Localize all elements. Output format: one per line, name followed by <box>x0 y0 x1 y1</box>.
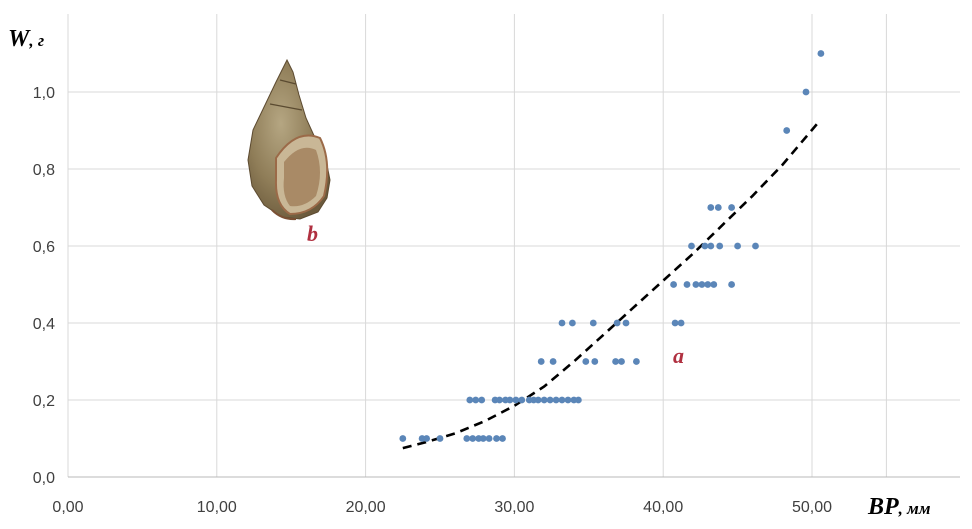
data-point <box>817 50 825 57</box>
x-tick-label: 50,00 <box>792 499 832 516</box>
data-point <box>683 281 691 288</box>
data-point <box>622 319 630 327</box>
data-point <box>506 396 514 404</box>
data-point <box>485 435 493 442</box>
data-point <box>549 358 557 365</box>
data-point <box>466 396 474 404</box>
data-point <box>558 319 566 327</box>
data-point <box>436 435 444 442</box>
data-point <box>618 358 625 365</box>
data-point <box>512 396 520 404</box>
data-point <box>546 396 554 404</box>
data-point <box>714 204 722 211</box>
data-point <box>671 319 679 327</box>
data-point <box>688 242 695 250</box>
data-point <box>478 396 486 404</box>
data-point <box>582 358 590 365</box>
x-tick-labels: 0,00 10,00 20,00 30,00 40,00 50,00 <box>52 499 832 516</box>
y-tick-label: 0,6 <box>33 239 55 256</box>
data-point <box>499 435 506 442</box>
data-point <box>670 281 677 288</box>
data-point <box>589 319 597 327</box>
annotation-a: a <box>673 343 684 368</box>
data-point <box>716 242 724 250</box>
trend-line <box>402 121 819 450</box>
y-tick-label: 1,0 <box>33 85 55 102</box>
data-point <box>613 319 621 327</box>
data-point <box>564 396 572 404</box>
data-point <box>534 396 542 404</box>
y-tick-labels: 0,0 0,2 0,4 0,6 0,8 1,0 <box>33 85 55 487</box>
data-point <box>479 435 487 442</box>
y-tick-label: 0,8 <box>33 162 55 179</box>
data-point <box>518 396 526 404</box>
data-point <box>472 396 480 404</box>
data-points <box>399 50 825 442</box>
data-point <box>698 281 706 288</box>
x-tick-label: 0,00 <box>52 499 83 516</box>
data-point <box>540 396 548 404</box>
data-point <box>633 358 640 365</box>
y-tick-label: 0,4 <box>33 316 55 333</box>
data-point <box>692 281 700 288</box>
data-point <box>469 435 477 442</box>
data-point <box>537 358 545 365</box>
gridlines <box>67 14 960 477</box>
data-point <box>575 396 582 404</box>
data-point <box>612 358 619 365</box>
data-point <box>710 281 718 288</box>
y-tick-label: 0,0 <box>33 470 55 487</box>
x-axis-title: BP, мм <box>867 494 931 520</box>
x-tick-label: 30,00 <box>494 499 534 516</box>
data-point <box>783 127 791 134</box>
data-point <box>463 435 471 442</box>
y-axis-title: W, г <box>8 26 44 52</box>
data-point <box>399 435 407 442</box>
data-point <box>728 204 735 211</box>
data-point <box>707 242 715 250</box>
snail-shell-image <box>247 58 331 221</box>
data-point <box>496 396 503 404</box>
data-point <box>701 242 709 250</box>
x-tick-label: 40,00 <box>643 499 683 516</box>
data-point <box>591 358 599 365</box>
data-point <box>752 242 759 250</box>
data-point <box>704 281 712 288</box>
data-point <box>707 204 715 211</box>
data-point <box>802 88 810 96</box>
data-point <box>423 435 430 442</box>
data-point <box>734 242 741 250</box>
y-tick-label: 0,2 <box>33 393 55 410</box>
data-point <box>569 319 576 327</box>
data-point <box>728 281 735 288</box>
data-point <box>558 396 566 404</box>
data-point <box>552 396 560 404</box>
annotation-b: b <box>307 221 318 246</box>
data-point <box>493 435 500 442</box>
x-tick-label: 20,00 <box>346 499 386 516</box>
x-tick-label: 10,00 <box>197 499 237 516</box>
data-point <box>677 319 685 327</box>
